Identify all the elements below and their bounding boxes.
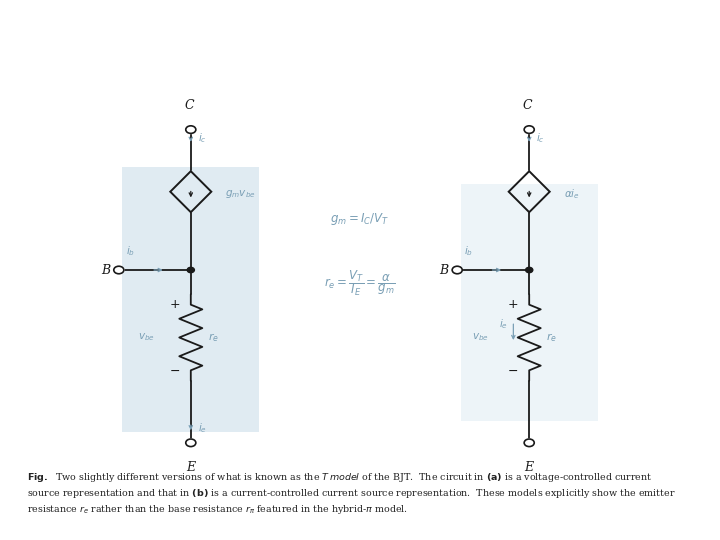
- Bar: [461, 184, 598, 421]
- Text: $i_b$: $i_b$: [464, 244, 474, 258]
- Text: $i_c$: $i_c$: [198, 131, 207, 145]
- Circle shape: [524, 439, 534, 447]
- Circle shape: [524, 126, 534, 133]
- Text: E: E: [186, 461, 195, 474]
- Text: $g_m = I_C/V_T$: $g_m = I_C/V_T$: [330, 211, 390, 227]
- Text: C: C: [523, 99, 533, 112]
- Text: $\mathbf{Fig.}$  Two slightly different versions of what is known as the $\mathi: $\mathbf{Fig.}$ Two slightly different v…: [27, 471, 653, 484]
- Text: +: +: [508, 298, 518, 310]
- Circle shape: [526, 267, 533, 273]
- Text: C: C: [184, 99, 194, 112]
- Text: B: B: [101, 264, 110, 276]
- Text: $i_e$: $i_e$: [198, 421, 207, 435]
- Text: source representation and that in $\mathbf{(b)}$ is a current-controlled current: source representation and that in $\math…: [27, 487, 676, 500]
- Circle shape: [114, 266, 124, 274]
- Circle shape: [186, 126, 196, 133]
- Bar: [122, 167, 259, 432]
- Text: $r_e = \dfrac{V_T}{I_E} = \dfrac{\alpha}{g_m}$: $r_e = \dfrac{V_T}{I_E} = \dfrac{\alpha}…: [324, 268, 396, 299]
- Circle shape: [186, 439, 196, 447]
- Text: $g_m v_{be}$: $g_m v_{be}$: [225, 188, 256, 200]
- Text: B: B: [439, 264, 449, 276]
- Circle shape: [452, 266, 462, 274]
- Text: −: −: [508, 364, 518, 377]
- Text: $i_b$: $i_b$: [126, 244, 135, 258]
- Text: $\alpha i_e$: $\alpha i_e$: [564, 187, 580, 201]
- Text: E: E: [525, 461, 534, 474]
- Text: $v_{be}$: $v_{be}$: [138, 332, 155, 343]
- Text: $r_e$: $r_e$: [546, 331, 557, 344]
- Text: +: +: [170, 298, 180, 310]
- Text: resistance $r_e$ rather than the base resistance $r_\pi$ featured in the hybrid-: resistance $r_e$ rather than the base re…: [27, 503, 408, 516]
- Text: −: −: [170, 364, 180, 377]
- Circle shape: [187, 267, 194, 273]
- Text: $i_c$: $i_c$: [536, 131, 545, 145]
- Text: $v_{be}$: $v_{be}$: [472, 332, 489, 343]
- Text: $i_e$: $i_e$: [498, 317, 508, 331]
- Text: $r_e$: $r_e$: [208, 331, 219, 344]
